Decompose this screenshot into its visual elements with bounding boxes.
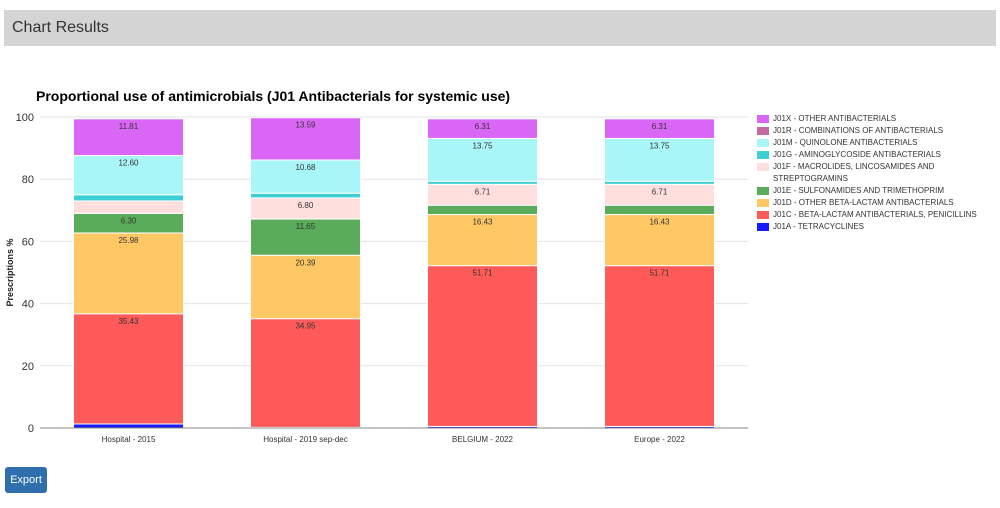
legend-item[interactable]: J01C - BETA-LACTAM ANTIBACTERIALS, PENIC…	[757, 209, 997, 221]
data-label: 6.71	[475, 187, 491, 196]
bar-segment	[73, 155, 184, 196]
bar-segment	[73, 200, 184, 214]
legend-label: J01M - QUINOLONE ANTIBACTERIALS	[773, 138, 918, 147]
data-label: 6.31	[652, 122, 668, 131]
legend-label: J01A - TETRACYCLINES	[773, 222, 864, 231]
legend-swatch	[757, 151, 769, 159]
bar-segment	[250, 318, 361, 428]
bar-segment	[427, 265, 538, 427]
bar-segment	[73, 194, 184, 202]
bar-segment	[427, 118, 538, 139]
data-label: 20.39	[295, 258, 316, 267]
legend-item[interactable]: J01A - TETRACYCLINES	[757, 221, 997, 233]
data-label: 6.31	[475, 122, 491, 131]
bar-segment	[250, 117, 361, 161]
legend-label: J01F - MACROLIDES, LINCOSAMIDES AND STRE…	[773, 162, 935, 183]
bar-segment	[250, 192, 361, 199]
legend-item[interactable]: J01G - AMINOGLYCOSIDE ANTIBACTERIALS	[757, 149, 997, 161]
bar-segment	[604, 214, 715, 267]
bar-segment	[604, 118, 715, 139]
legend-item[interactable]: J01F - MACROLIDES, LINCOSAMIDES AND STRE…	[757, 161, 997, 185]
bar-segment	[73, 313, 184, 425]
chart-title: Proportional use of antimicrobials (J01 …	[36, 88, 511, 104]
legend-label: J01D - OTHER BETA-LACTAM ANTIBACTERIALS	[773, 198, 954, 207]
x-tick-label: Europe - 2022	[634, 435, 685, 444]
legend-label: J01C - BETA-LACTAM ANTIBACTERIALS, PENIC…	[773, 210, 977, 219]
data-label: 51.71	[649, 269, 670, 278]
bar-segment	[73, 232, 184, 315]
panel-title: Chart Results	[12, 19, 109, 36]
legend-swatch	[757, 211, 769, 219]
data-label: 13.75	[472, 141, 493, 150]
bar-segment	[73, 423, 184, 429]
legend-swatch	[757, 163, 769, 171]
data-label: 13.59	[295, 121, 316, 130]
legend-label: J01E - SULFONAMIDES AND TRIMETHOPRIM	[773, 186, 944, 195]
x-tick-label: BELGIUM - 2022	[452, 435, 513, 444]
bar-segment	[427, 214, 538, 267]
data-label: 10.68	[295, 163, 316, 172]
bar-segment	[73, 118, 184, 157]
data-label: 6.71	[652, 187, 668, 196]
legend-swatch	[757, 127, 769, 135]
y-tick-label: 60	[22, 236, 34, 248]
bar-segment	[250, 159, 361, 194]
data-label: 16.43	[472, 218, 493, 227]
legend-swatch	[757, 139, 769, 147]
y-tick-label: 100	[16, 112, 34, 124]
export-button[interactable]: Export	[5, 467, 47, 493]
legend-swatch	[757, 199, 769, 207]
legend-swatch	[757, 115, 769, 123]
y-tick-label: 0	[28, 423, 34, 435]
x-tick-label: Hospital - 2019 sep-dec	[263, 435, 348, 444]
legend-swatch	[757, 223, 769, 231]
y-tick-label: 20	[22, 361, 34, 373]
legend-label: J01G - AMINOGLYCOSIDE ANTIBACTERIALS	[773, 150, 941, 159]
legend-item[interactable]: J01E - SULFONAMIDES AND TRIMETHOPRIM	[757, 185, 997, 197]
legend-item[interactable]: J01M - QUINOLONE ANTIBACTERIALS	[757, 137, 997, 149]
bar-segment	[604, 204, 715, 216]
bar-segment	[604, 137, 715, 182]
data-label: 11.65	[296, 222, 316, 231]
bar-segment	[250, 218, 361, 256]
panel-header: Chart Results	[4, 10, 996, 46]
bar-segment	[604, 265, 715, 427]
x-tick-label: Hospital - 2015	[102, 435, 156, 444]
data-label: 13.75	[649, 141, 670, 150]
legend-label: J01R - COMBINATIONS OF ANTIBACTERIALS	[773, 126, 944, 135]
bar-segment	[427, 137, 538, 182]
y-axis-label: Prescriptions %	[5, 238, 15, 306]
legend-item[interactable]: J01D - OTHER BETA-LACTAM ANTIBACTERIALS	[757, 197, 997, 209]
legend-item[interactable]: J01R - COMBINATIONS OF ANTIBACTERIALS	[757, 125, 997, 137]
data-label: 6.80	[298, 201, 314, 210]
data-label: 6.30	[121, 216, 137, 225]
y-tick-label: 80	[22, 174, 34, 186]
y-tick-label: 40	[22, 299, 34, 311]
data-label: 11.81	[119, 122, 139, 131]
data-label: 25.98	[118, 236, 139, 245]
legend-label: J01X - OTHER ANTIBACTERIALS	[773, 114, 897, 123]
bar-segment	[427, 204, 538, 216]
data-label: 16.43	[649, 218, 670, 227]
bar-segment	[250, 254, 361, 320]
data-label: 51.71	[472, 269, 493, 278]
data-label: 34.95	[295, 322, 316, 331]
legend-item[interactable]: J01X - OTHER ANTIBACTERIALS	[757, 113, 997, 125]
data-label: 35.43	[118, 317, 139, 326]
data-label: 12.60	[118, 159, 139, 168]
chart-legend: J01X - OTHER ANTIBACTERIALS J01R - COMBIN…	[757, 113, 997, 233]
legend-swatch	[757, 187, 769, 195]
